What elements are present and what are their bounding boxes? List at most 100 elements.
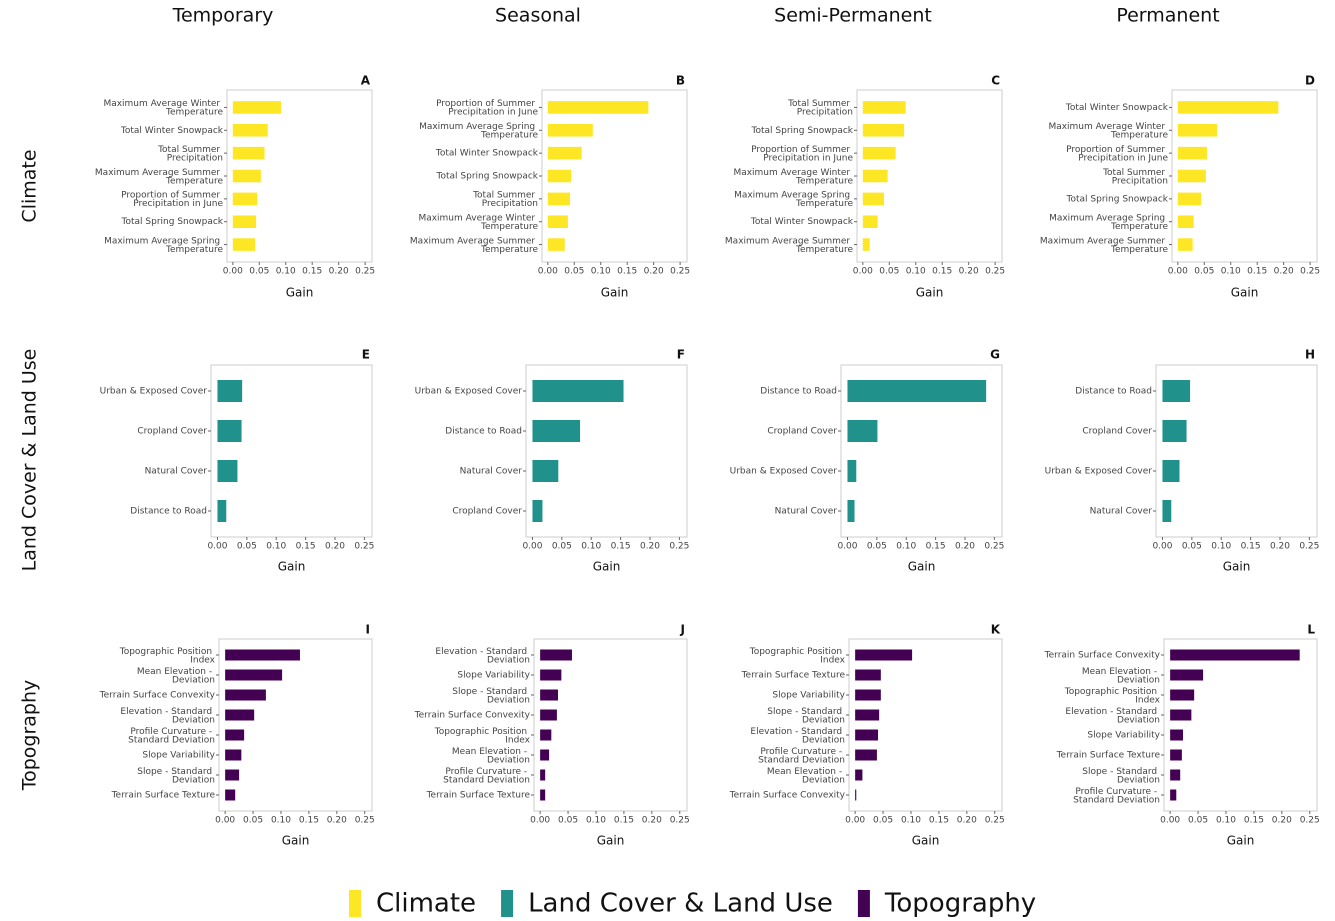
- x-tick-label: 0.05: [564, 267, 584, 277]
- panel-label: L: [1307, 623, 1315, 637]
- bar: [847, 420, 878, 442]
- x-tick-label: 0.00: [1160, 816, 1180, 826]
- legend-label: Land Cover & Land Use: [528, 889, 833, 919]
- x-axis-label: Gain: [1227, 834, 1255, 848]
- x-tick-label: 0.15: [611, 542, 631, 552]
- x-tick-label: 0.15: [296, 542, 316, 552]
- column-title: Permanent: [1116, 5, 1219, 27]
- plot-frame: [218, 638, 373, 812]
- y-tick-label: Terrain Surface Convexity: [99, 691, 216, 701]
- y-tick-label: Mean Elevation - Deviation: [452, 746, 530, 765]
- bar: [862, 215, 878, 228]
- x-tick-label: 0.05: [1182, 542, 1202, 552]
- x-axis-label: Gain: [278, 560, 306, 574]
- x-tick-label: 0.15: [932, 267, 952, 277]
- bar: [225, 689, 266, 701]
- bar: [847, 380, 987, 402]
- x-tick-label: 0.00: [538, 267, 558, 277]
- bar: [1170, 769, 1181, 781]
- y-tick-label: Maximum Average Spring Temperature: [104, 236, 223, 255]
- panel-label: G: [990, 348, 1000, 362]
- bar: [862, 192, 884, 206]
- bar: [1170, 729, 1183, 741]
- x-tick-label: 0.15: [299, 816, 319, 826]
- bar: [225, 769, 240, 781]
- y-tick-label: Terrain Surface Texture: [426, 791, 531, 801]
- bar: [540, 789, 546, 801]
- x-tick-label: 0.10: [1216, 816, 1236, 826]
- y-tick-label: Distance to Road: [130, 507, 207, 517]
- panel-label: K: [991, 623, 1001, 637]
- row-title-group: Topography: [19, 680, 41, 792]
- bar: [540, 769, 546, 781]
- y-tick-label: Distance to Road: [1075, 387, 1152, 397]
- bar: [1162, 460, 1180, 482]
- y-tick-label: Mean Elevation - Deviation: [137, 666, 215, 685]
- bar: [1162, 500, 1172, 522]
- x-tick-label: 0.05: [237, 542, 257, 552]
- x-tick-label: 0.05: [558, 816, 578, 826]
- bar: [855, 689, 881, 701]
- y-tick-label: Terrain Surface Texture: [111, 791, 216, 801]
- y-tick-label: Profile Curvature - Standard Deviation: [443, 766, 530, 785]
- bar: [862, 146, 896, 160]
- x-tick-label: 0.00: [837, 542, 857, 552]
- bar: [547, 169, 572, 183]
- x-tick-label: 0.20: [640, 542, 660, 552]
- y-tick-label: Maximum Average Summer Temperature: [1040, 236, 1169, 255]
- y-tick-label: Slope Variability: [1087, 731, 1160, 741]
- y-tick-label: Total Spring Snowpack: [1066, 194, 1169, 204]
- bar: [547, 101, 649, 114]
- bar: [547, 215, 568, 228]
- bar: [855, 669, 881, 681]
- y-tick-label: Maximum Average Winter Temperature: [103, 99, 223, 118]
- bar: [547, 146, 582, 160]
- y-tick-label: Urban & Exposed Cover: [415, 387, 523, 397]
- bar: [1170, 649, 1300, 661]
- y-tick-label: Mean Elevation - Deviation: [1082, 666, 1160, 685]
- x-tick-label: 0.20: [327, 816, 347, 826]
- x-tick-label: 0.05: [243, 816, 263, 826]
- y-tick-label: Terrain Surface Convexity: [729, 791, 846, 801]
- panel-label: F: [677, 348, 685, 362]
- y-tick-label: Total Winter Snowpack: [750, 217, 854, 227]
- x-tick-label: 0.20: [957, 816, 977, 826]
- y-tick-label: Distance to Road: [760, 387, 837, 397]
- y-tick-label: Cropland Cover: [1082, 427, 1152, 437]
- bar: [540, 729, 552, 741]
- x-tick-label: 0.25: [1299, 542, 1319, 552]
- y-tick-label: Cropland Cover: [767, 427, 837, 437]
- x-tick-label: 0.20: [1274, 267, 1294, 277]
- x-axis-label: Gain: [916, 286, 944, 300]
- plot-frame: [1155, 364, 1318, 538]
- legend-swatch: [857, 890, 870, 917]
- y-tick-label: Slope - Standard Deviation: [137, 766, 215, 785]
- panel-label: I: [366, 623, 370, 637]
- y-tick-label: Slope Variability: [772, 691, 845, 701]
- y-tick-label: Terrain Surface Convexity: [414, 711, 531, 721]
- x-tick-label: 0.15: [1241, 542, 1261, 552]
- panel-label: C: [991, 74, 1000, 88]
- y-tick-label: Natural Cover: [1090, 507, 1153, 517]
- y-tick-label: Proportion of Summer Precipitation in Ju…: [121, 190, 223, 209]
- bar: [1177, 169, 1206, 183]
- y-tick-label: Slope - Standard Deviation: [767, 706, 845, 725]
- row-title-group: Climate: [19, 149, 41, 222]
- y-tick-label: Urban & Exposed Cover: [730, 467, 838, 477]
- x-tick-label: 0.25: [670, 816, 690, 826]
- y-tick-label: Cropland Cover: [452, 507, 522, 517]
- bar: [232, 146, 265, 160]
- x-tick-label: 0.00: [1152, 542, 1172, 552]
- y-tick-label: Total Summer Precipitation: [1102, 167, 1168, 186]
- bar: [855, 789, 857, 801]
- bar: [855, 769, 863, 781]
- column-title: Temporary: [172, 5, 274, 27]
- y-tick-label: Maximum Average Winter Temperature: [733, 167, 853, 186]
- x-tick-label: 0.15: [302, 267, 322, 277]
- y-tick-label: Total Spring Snowpack: [751, 126, 854, 136]
- y-tick-label: Terrain Surface Texture: [741, 671, 846, 681]
- x-tick-label: 0.05: [879, 267, 899, 277]
- x-tick-label: 0.10: [586, 816, 606, 826]
- y-tick-label: Distance to Road: [445, 427, 522, 437]
- x-tick-label: 0.00: [1168, 267, 1188, 277]
